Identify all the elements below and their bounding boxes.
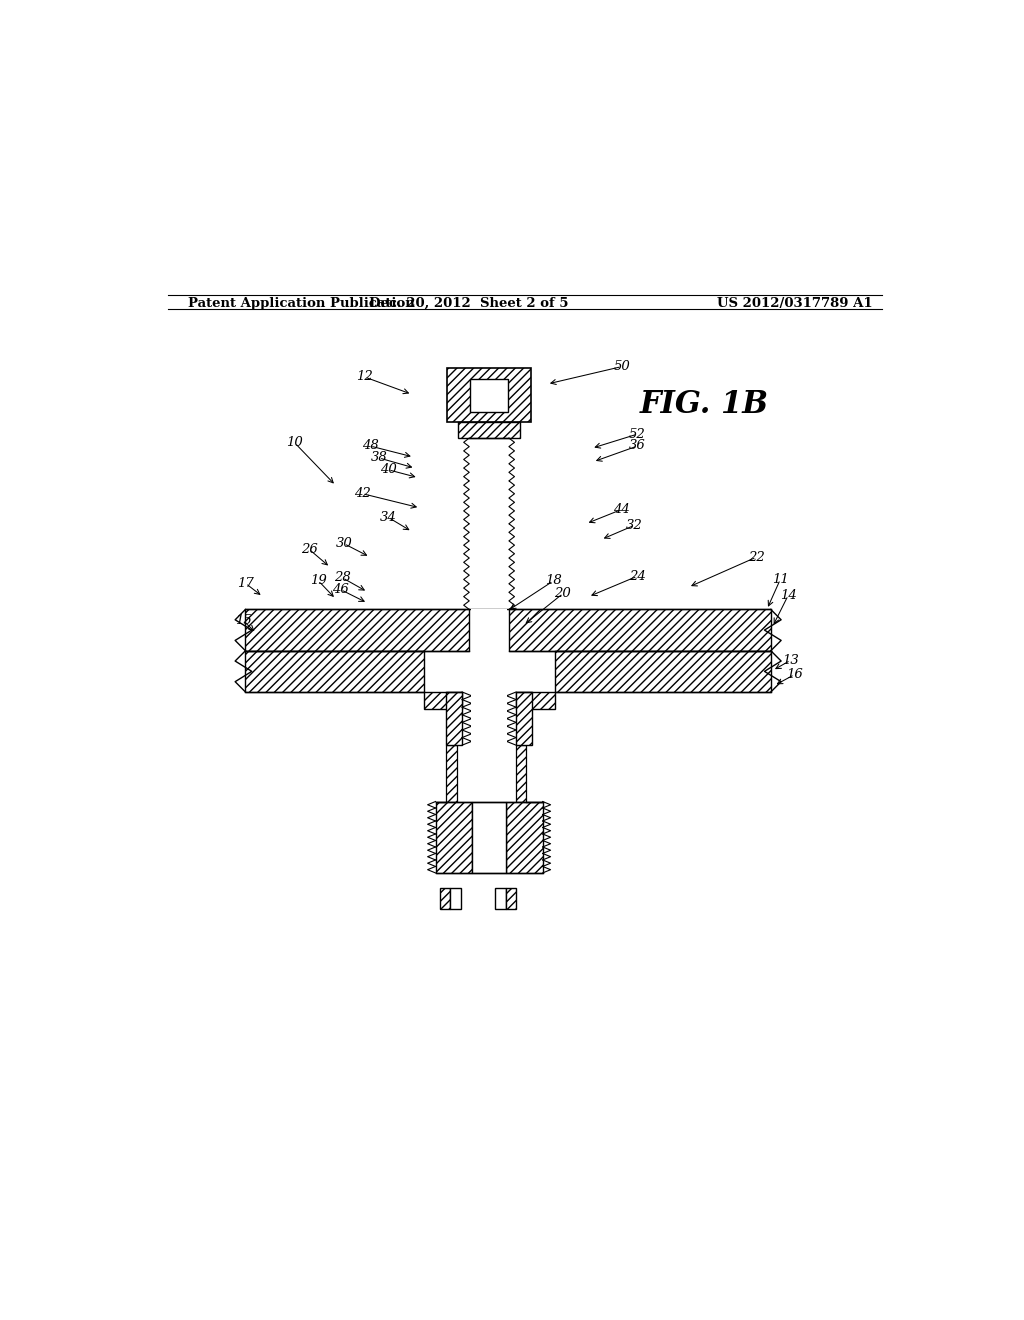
Bar	[471, 651, 507, 693]
Bar	[471, 610, 507, 651]
Bar	[458, 422, 520, 438]
Bar	[516, 692, 531, 746]
Text: Patent Application Publication: Patent Application Publication	[187, 297, 415, 310]
Bar	[470, 379, 508, 412]
Text: 14: 14	[780, 589, 797, 602]
Bar	[516, 692, 555, 709]
Bar	[469, 438, 509, 610]
Bar	[446, 746, 457, 801]
Text: 36: 36	[629, 440, 646, 453]
Text: 24: 24	[629, 570, 646, 582]
Text: Dec. 20, 2012  Sheet 2 of 5: Dec. 20, 2012 Sheet 2 of 5	[370, 297, 569, 310]
Text: 13: 13	[782, 653, 799, 667]
Bar	[447, 368, 530, 422]
Text: 32: 32	[626, 519, 643, 532]
Bar	[246, 651, 424, 692]
Text: 30: 30	[336, 537, 352, 550]
Text: 10: 10	[287, 437, 303, 449]
Text: 19: 19	[310, 574, 327, 587]
Bar	[440, 888, 451, 908]
Text: FIG. 1B: FIG. 1B	[640, 389, 769, 420]
Text: 50: 50	[613, 360, 630, 374]
Bar	[496, 888, 506, 908]
Text: 26: 26	[301, 543, 317, 556]
Bar	[471, 692, 507, 746]
Bar	[555, 651, 771, 692]
Bar	[451, 888, 461, 908]
Text: 28: 28	[334, 572, 350, 585]
Text: 42: 42	[353, 487, 371, 500]
Bar	[246, 610, 469, 651]
Text: 12: 12	[356, 371, 373, 383]
Text: 17: 17	[238, 577, 254, 590]
Text: 44: 44	[613, 503, 630, 516]
Bar	[424, 692, 462, 709]
Text: 48: 48	[361, 440, 379, 453]
Text: 22: 22	[749, 550, 765, 564]
Text: 46: 46	[333, 583, 349, 597]
Bar	[506, 888, 516, 908]
Text: 11: 11	[772, 573, 788, 586]
Text: 38: 38	[371, 451, 387, 465]
Bar	[446, 692, 462, 746]
Bar	[435, 801, 472, 873]
Text: 52: 52	[629, 428, 646, 441]
Text: US 2012/0317789 A1: US 2012/0317789 A1	[717, 297, 872, 310]
Bar	[506, 801, 543, 873]
Text: 15: 15	[234, 614, 252, 627]
Text: 34: 34	[380, 511, 396, 524]
Bar	[516, 746, 526, 801]
Bar	[509, 610, 771, 651]
Text: 20: 20	[555, 587, 571, 601]
Text: 40: 40	[380, 463, 396, 477]
Text: 16: 16	[786, 668, 803, 681]
Text: 18: 18	[545, 574, 562, 587]
Bar	[472, 801, 506, 873]
